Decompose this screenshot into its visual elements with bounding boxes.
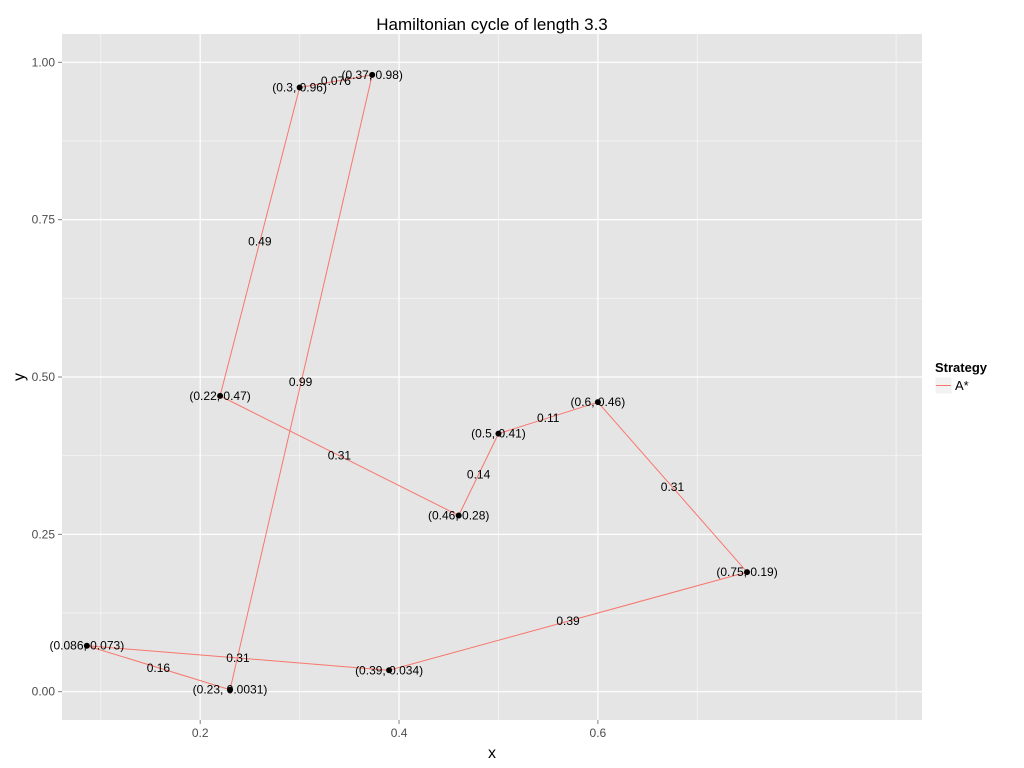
cycle-points [83, 71, 751, 693]
cycle-edges [86, 74, 748, 691]
y-tick-label: 0.50 [32, 370, 56, 384]
cycle-edge [458, 433, 499, 516]
major-gridlines [62, 34, 922, 720]
y-axis-title: y [11, 373, 28, 381]
point-label: (0.75, 0.19) [716, 565, 777, 579]
data-point [594, 399, 601, 406]
data-point [369, 71, 376, 78]
edge-length-labels: 0.16 0.99 0.076 0.49 0.31 0.14 0.11 0.31 0.39 0.3… [147, 74, 685, 675]
point-label: (0.6, 0.46) [571, 395, 626, 409]
data-point [744, 569, 751, 576]
point-label: (0.22, 0.47) [189, 389, 250, 403]
legend-entry-label: A* [955, 378, 969, 393]
y-axis-ticks: 0.00 0.25 0.50 0.75 1.00 [32, 55, 62, 699]
point-labels: (0.086, 0.073) (0.23, 0.0031) (0.37, 0.98)… [49, 68, 777, 697]
data-point [217, 392, 224, 399]
y-tick-label: 0.75 [32, 213, 56, 227]
edge-label: 0.14 [467, 468, 491, 482]
y-tick-label: 0.00 [32, 685, 56, 699]
edge-label: 0.99 [289, 375, 313, 389]
point-label: (0.5, 0.41) [471, 427, 526, 441]
x-axis-ticks: 0.2 0.4 0.6 [192, 720, 607, 740]
cycle-edge [388, 571, 748, 671]
cycle-edge [86, 645, 231, 691]
y-tick-label: 1.00 [32, 55, 56, 69]
point-label: (0.37, 0.98) [342, 68, 403, 82]
cycle-edge [299, 74, 373, 88]
point-label: (0.23, 0.0031) [193, 683, 268, 697]
cycle-edge [86, 645, 390, 671]
data-point [495, 430, 502, 437]
cycle-edge [597, 401, 748, 573]
point-label: (0.39, 0.034) [355, 663, 423, 677]
x-tick-label: 0.2 [192, 726, 209, 740]
edge-label: 0.11 [537, 411, 560, 425]
x-tick-label: 0.6 [590, 726, 607, 740]
data-point [455, 512, 462, 519]
data-point [83, 642, 90, 649]
edge-label: 0.31 [328, 449, 352, 463]
chart-title: Hamiltonian cycle of length 3.3 [376, 15, 608, 34]
legend-title: Strategy [935, 360, 988, 375]
cycle-edge [498, 401, 599, 435]
edge-label: 0.49 [248, 235, 272, 249]
x-tick-label: 0.4 [391, 726, 408, 740]
cycle-edge [219, 395, 459, 516]
edge-label: 0.076 [321, 74, 351, 88]
point-label: (0.3, 0.96) [272, 80, 327, 94]
data-point [227, 686, 234, 693]
cycle-edge [229, 74, 373, 690]
legend: Strategy A* [934, 360, 988, 395]
y-tick-label: 0.25 [32, 527, 56, 541]
x-axis-title: x [488, 745, 496, 762]
edge-label: 0.31 [226, 651, 250, 665]
edge-label: 0.39 [556, 614, 580, 628]
point-label: (0.086, 0.073) [49, 639, 124, 653]
data-point [386, 667, 393, 674]
data-point [296, 84, 303, 91]
edge-label: 0.31 [661, 480, 685, 494]
cycle-edge [219, 87, 301, 397]
edge-label: 0.16 [147, 661, 171, 675]
point-label: (0.46, 0.28) [428, 508, 489, 522]
